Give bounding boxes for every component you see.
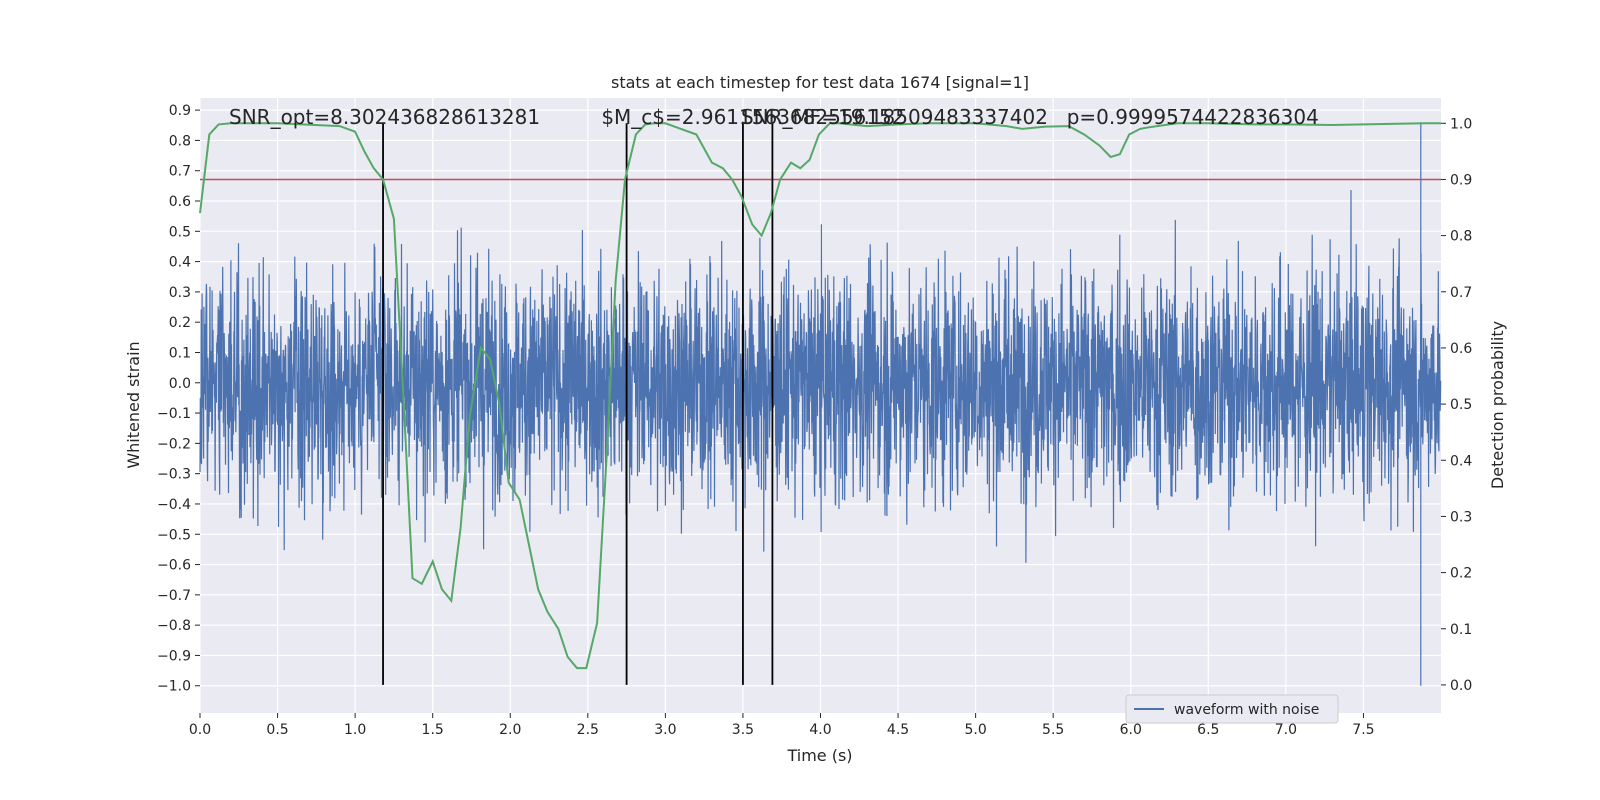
y-tick-label: −0.9 <box>157 648 191 664</box>
x-tick-label: 0.5 <box>266 722 288 738</box>
y-tick-label: 0.2 <box>169 315 191 331</box>
y2-tick-label: 0.3 <box>1450 509 1472 525</box>
x-tick-label: 5.5 <box>1042 722 1064 738</box>
legend: waveform with noise <box>1125 694 1339 724</box>
y2-axis-label: Detection probability <box>1488 321 1507 489</box>
vertical-markers <box>382 123 774 685</box>
y2-tick-label: 0.7 <box>1450 285 1472 301</box>
y-tick-label: 0.0 <box>169 376 191 392</box>
annotation-text: SNR_opt=8.302436828613281 <box>229 105 540 129</box>
y-tick-label: 0.4 <box>169 255 191 271</box>
x-tick-label: 3.0 <box>654 722 676 738</box>
x-tick-label: 7.5 <box>1352 722 1374 738</box>
x-tick-label: 2.5 <box>577 722 599 738</box>
y2-tick-label: 0.1 <box>1450 622 1472 638</box>
probability-series <box>199 122 1441 670</box>
y-axis-label: Whitened strain <box>124 341 143 468</box>
y-tick-label: 0.6 <box>169 194 191 210</box>
x-tick-label: 4.0 <box>809 722 831 738</box>
x-tick-label: 1.5 <box>422 722 444 738</box>
annotation-text: p=0.9999574422836304 <box>1067 105 1319 129</box>
legend-entry: waveform with noise <box>1174 702 1319 718</box>
annotation-text: $M_c$=2.9611563682556152 <box>601 105 904 129</box>
legend-box <box>1125 694 1339 724</box>
y-tick-label: 0.1 <box>169 345 191 361</box>
y2-tick-label: 0.2 <box>1450 566 1472 582</box>
left-axis-ticks: 0.9 0.8 0.7 0.6 0.5 0.4 0.3 0.2 0.1 0.0 −0.1 −0.2 −0… <box>157 103 200 695</box>
x-axis-ticks: 0.0 0.5 1.0 1.5 2.0 2.5 3.0 3.5 4.0 4.5 5.0 5.5 6.0 6… <box>189 713 1375 738</box>
y-tick-label: 0.9 <box>169 103 191 119</box>
x-tick-label: 7.0 <box>1275 722 1297 738</box>
x-axis-label: Time (s) <box>786 746 852 765</box>
x-tick-label: 2.0 <box>499 722 521 738</box>
x-tick-label: 5.0 <box>964 722 986 738</box>
y-tick-label: −0.4 <box>157 497 191 513</box>
y-tick-label: 0.5 <box>169 224 191 240</box>
y-tick-label: −0.1 <box>157 406 191 422</box>
right-axis-ticks: 1.0 0.9 0.8 0.7 0.6 0.5 0.4 0.3 0.2 0.1 0.0 <box>1441 116 1472 694</box>
y2-tick-label: 0.0 <box>1450 678 1472 694</box>
y-tick-label: −0.8 <box>157 618 191 634</box>
x-tick-label: 6.5 <box>1197 722 1219 738</box>
y-tick-label: −0.2 <box>157 436 191 452</box>
annotations: SNR_opt=8.302436828613281 $M_c$=2.9611563… <box>229 105 1319 129</box>
y2-tick-label: 0.4 <box>1450 453 1472 469</box>
y-tick-label: 0.8 <box>169 133 191 149</box>
y2-tick-label: 0.9 <box>1450 172 1472 188</box>
chart-title: stats at each timestep for test data 167… <box>611 73 1029 92</box>
x-tick-label: 6.0 <box>1120 722 1142 738</box>
y-tick-label: −0.5 <box>157 527 191 543</box>
annotation-text: SNR_MF=19.18509483337402 <box>741 105 1048 129</box>
y2-tick-label: 0.8 <box>1450 229 1472 245</box>
y-tick-label: 0.3 <box>169 285 191 301</box>
y-tick-label: −0.3 <box>157 467 191 483</box>
waveform-line <box>199 122 1442 686</box>
x-tick-label: 3.5 <box>732 722 754 738</box>
waveform-series <box>199 122 1442 686</box>
y-tick-label: 0.7 <box>169 164 191 180</box>
x-tick-label: 1.0 <box>344 722 366 738</box>
y-tick-label: −0.6 <box>157 558 191 574</box>
y-tick-label: −1.0 <box>157 679 191 695</box>
y2-tick-label: 1.0 <box>1450 116 1472 132</box>
y2-tick-label: 0.5 <box>1450 397 1472 413</box>
y2-tick-label: 0.6 <box>1450 341 1472 357</box>
x-tick-label: 4.5 <box>887 722 909 738</box>
x-tick-label: 0.0 <box>189 722 211 738</box>
y-tick-label: −0.7 <box>157 588 191 604</box>
probability-line <box>199 122 1441 670</box>
